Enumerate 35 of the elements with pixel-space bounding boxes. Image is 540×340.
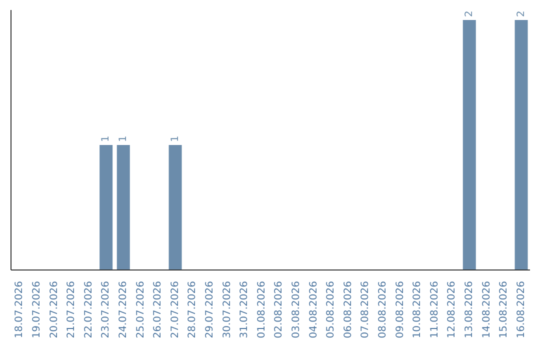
data-label: 2 xyxy=(464,10,475,17)
x-tick-label: 30.07.2026 xyxy=(222,281,233,338)
x-tick-label: 07.08.2026 xyxy=(360,281,372,338)
data-label: 1 xyxy=(100,136,112,142)
x-tick-label: 22.07.2026 xyxy=(83,281,94,338)
x-tick-label: 12.08.2026 xyxy=(446,281,458,338)
x-tick-label: 03.08.2026 xyxy=(290,281,302,338)
x-tick-label: 05.08.2026 xyxy=(326,281,337,338)
data-label: 1 xyxy=(170,136,181,142)
x-tick-label: 18.07.2026 xyxy=(14,281,26,338)
x-tick-label: 31.07.2026 xyxy=(239,281,250,338)
x-tick-label: 02.08.2026 xyxy=(274,281,285,338)
x-tick-label: 04.08.2026 xyxy=(308,281,320,338)
x-tick-label: 27.07.2026 xyxy=(170,281,181,338)
x-tick-label: 29.07.2026 xyxy=(204,281,216,338)
x-tick-label: 06.08.2026 xyxy=(342,281,354,338)
x-tick-label: 15.08.2026 xyxy=(498,281,510,338)
x-tick-label: 24.07.2026 xyxy=(118,281,129,338)
x-tick-label: 25.07.2026 xyxy=(135,281,146,338)
x-tick-label: 23.07.2026 xyxy=(100,281,112,338)
x-tick-label: 28.07.2026 xyxy=(187,281,198,338)
x-tick-label: 19.07.2026 xyxy=(31,281,42,338)
x-tick-label: 26.07.2026 xyxy=(152,281,164,338)
x-tick-label: 13.08.2026 xyxy=(464,281,475,338)
x-tick-label: 21.07.2026 xyxy=(66,281,78,338)
data-label: 2 xyxy=(516,10,527,17)
x-tick-label: 11.08.2026 xyxy=(429,281,440,338)
x-tick-label: 08.08.2026 xyxy=(377,281,388,338)
x-tick-label: 20.07.2026 xyxy=(48,281,60,338)
data-label: 1 xyxy=(118,136,129,142)
x-tick-label: 10.08.2026 xyxy=(412,281,424,338)
x-tick-label: 16.08.2026 xyxy=(516,281,527,338)
x-tick-label: 01.08.2026 xyxy=(256,281,268,338)
x-tick-label: 14.08.2026 xyxy=(481,281,492,338)
x-tick-label: 09.08.2026 xyxy=(394,281,406,338)
